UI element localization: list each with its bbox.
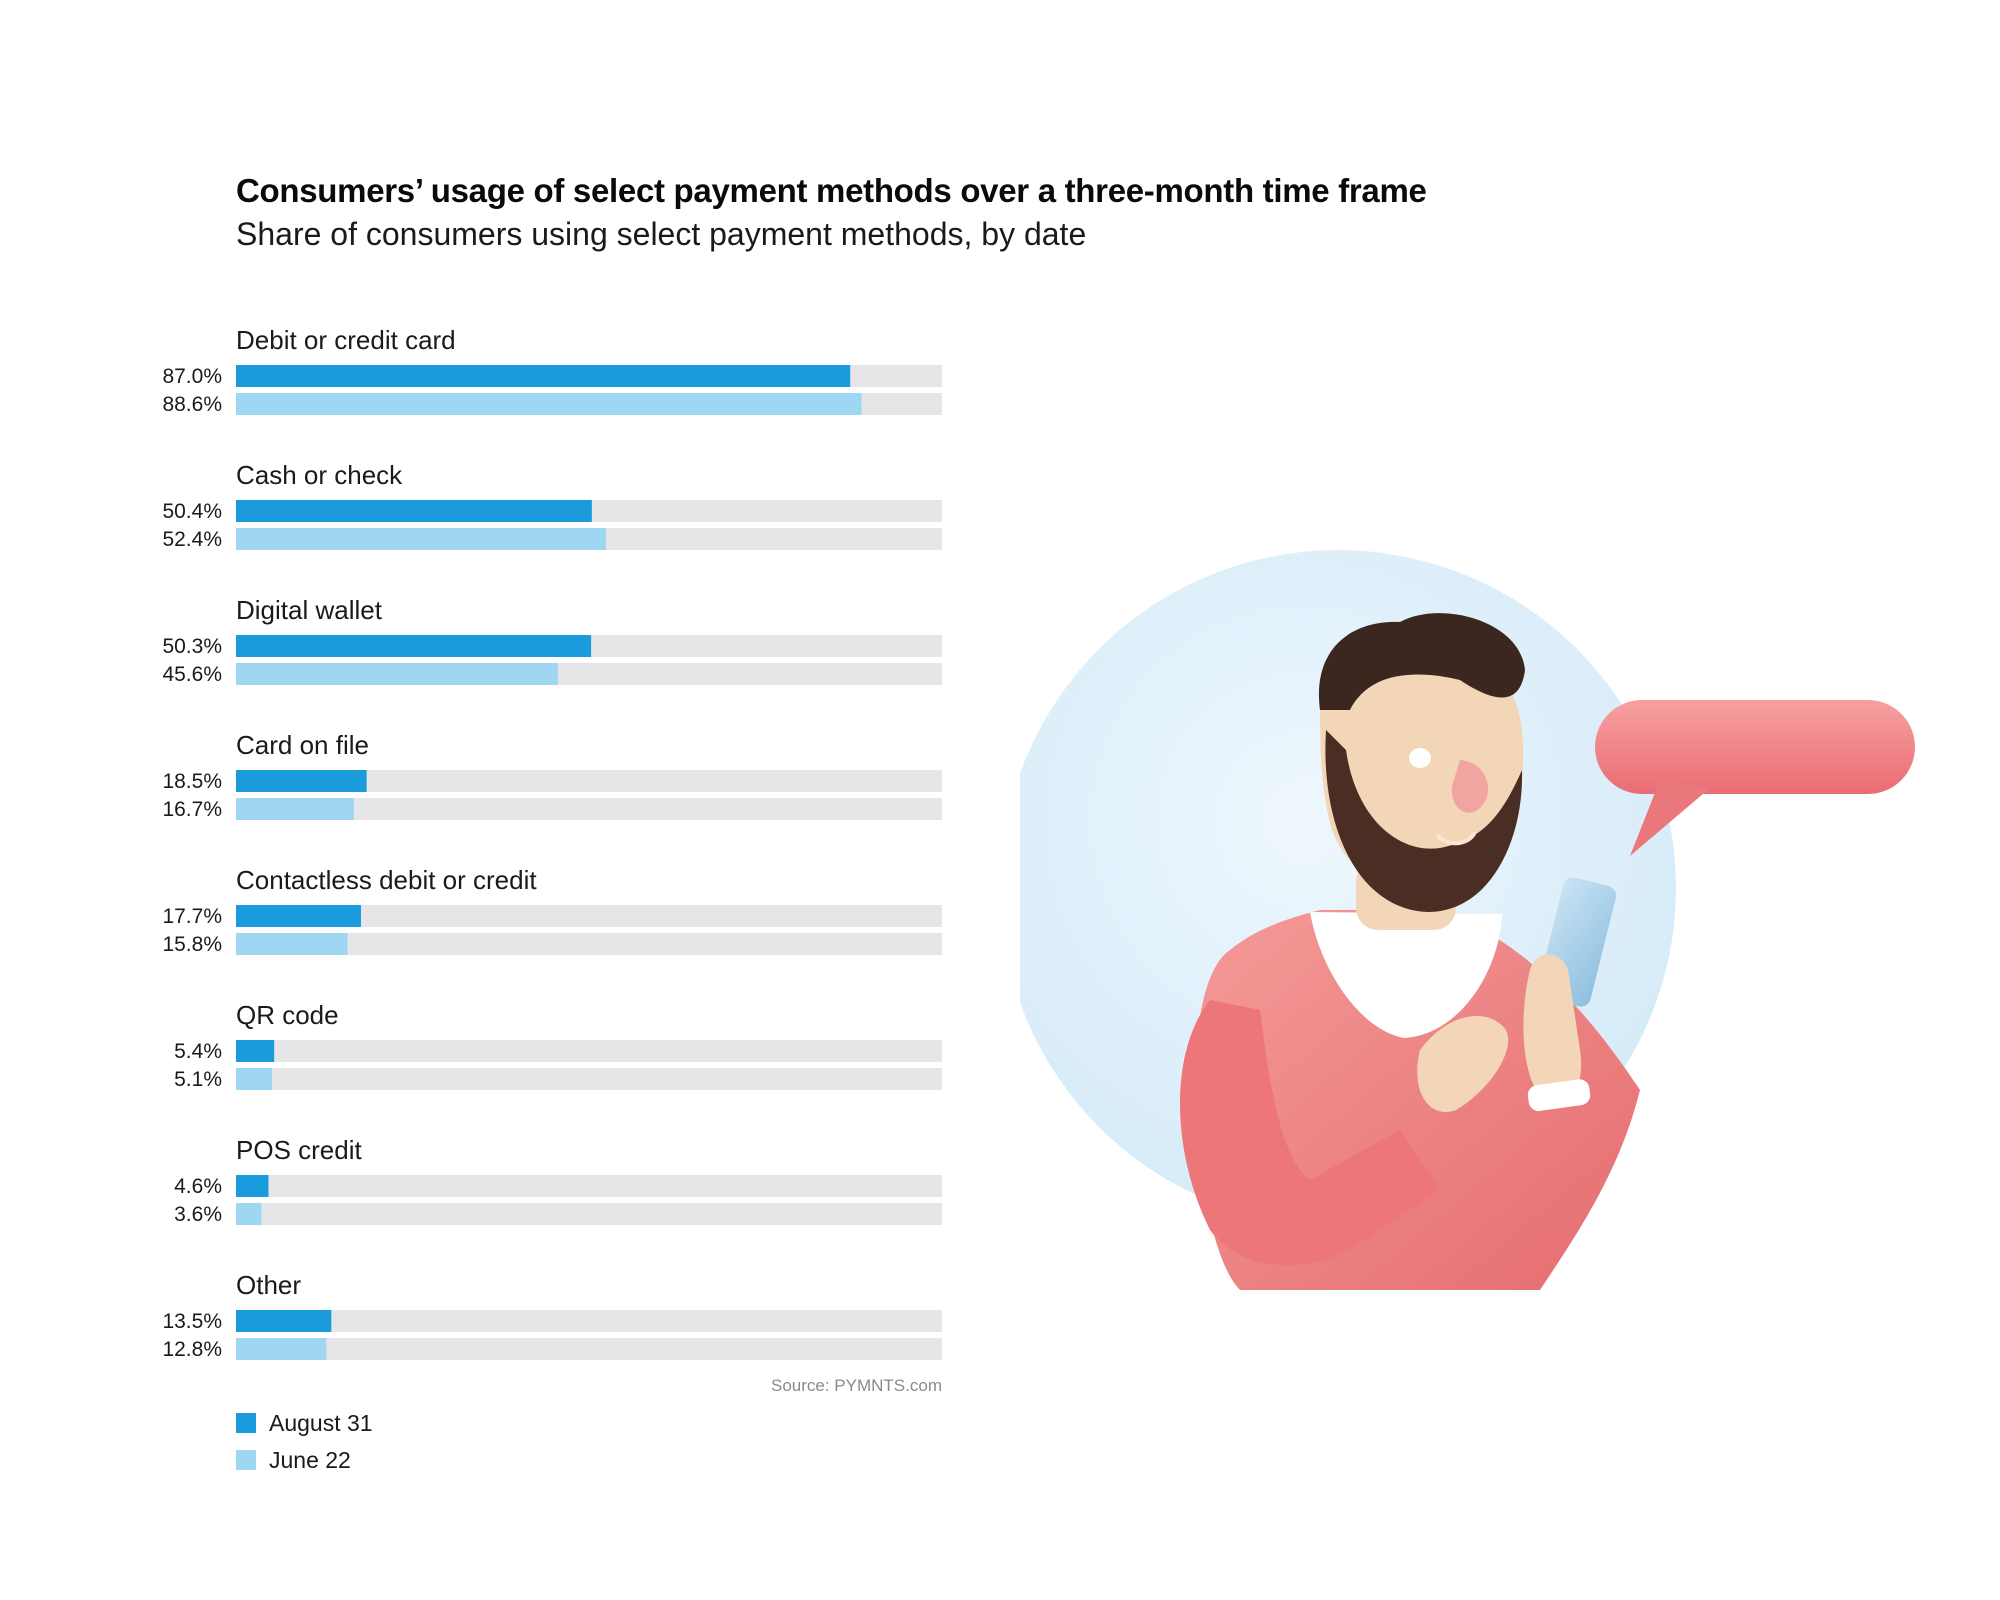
category-label: POS credit (236, 1135, 362, 1165)
chart-subtitle: Share of consumers using select payment … (236, 216, 1087, 252)
man-figure (1180, 613, 1640, 1290)
bar-june-22 (236, 663, 558, 685)
bar-track (236, 1338, 942, 1360)
man-with-smartphone-illustration (1020, 550, 1915, 1290)
value-label-june-22: 12.8% (162, 1338, 222, 1361)
mouth (1436, 832, 1476, 846)
bar-group-debit-or-credit-card: Debit or credit card 87.0% 88.6% (162, 325, 942, 416)
bar-june-22 (236, 1068, 273, 1090)
bar-june-22 (236, 393, 862, 415)
bar-track (236, 1068, 942, 1090)
bar-track (236, 933, 942, 955)
bar-track (236, 798, 942, 820)
bar-group-digital-wallet: Digital wallet 50.3% 45.6% (162, 595, 942, 686)
legend-label-august-31: August 31 (269, 1410, 373, 1436)
bar-august-31 (236, 1175, 269, 1197)
value-label-june-22: 5.1% (174, 1068, 222, 1091)
category-label: Other (236, 1270, 301, 1300)
legend-label-june-22: June 22 (269, 1447, 351, 1473)
value-label-august-31: 50.4% (162, 500, 222, 523)
hand-left (1417, 1016, 1509, 1112)
value-label-august-31: 18.5% (162, 770, 222, 793)
value-label-june-22: 15.8% (162, 933, 222, 956)
value-label-august-31: 87.0% (162, 365, 222, 388)
bar-group-qr-code: QR code 5.4% 5.1% (174, 1000, 942, 1091)
bar-august-31 (236, 770, 367, 792)
value-label-june-22: 16.7% (162, 798, 222, 821)
value-label-august-31: 13.5% (162, 1310, 222, 1333)
source-note: Source: PYMNTS.com (771, 1376, 942, 1395)
speech-bubble-tail (1630, 780, 1710, 856)
category-label: QR code (236, 1000, 339, 1030)
bar-group-pos-credit: POS credit 4.6% 3.6% (174, 1135, 942, 1226)
value-label-june-22: 88.6% (162, 393, 222, 416)
chart-title: Consumers’ usage of select payment metho… (236, 172, 1427, 209)
category-label: Digital wallet (236, 595, 383, 625)
hand-right (1523, 954, 1582, 1101)
bar-june-22 (236, 1203, 262, 1225)
value-label-august-31: 4.6% (174, 1175, 222, 1198)
value-label-june-22: 52.4% (162, 528, 222, 551)
bar-august-31 (236, 1310, 332, 1332)
arm-left (1180, 1000, 1440, 1266)
bar-track (236, 1203, 942, 1225)
bar-group-contactless-debit-or-credit: Contactless debit or credit 17.7% 15.8% (162, 865, 942, 956)
value-label-august-31: 50.3% (162, 635, 222, 658)
category-label: Card on file (236, 730, 369, 760)
legend-swatch-august-31 (236, 1413, 256, 1433)
value-label-august-31: 17.7% (162, 905, 222, 928)
bar-june-22 (236, 933, 348, 955)
bar-june-22 (236, 528, 606, 550)
value-label-june-22: 45.6% (162, 663, 222, 686)
category-label: Debit or credit card (236, 325, 456, 355)
bar-august-31 (236, 905, 361, 927)
bar-chart: Debit or credit card 87.0% 88.6% Cash or ch… (162, 325, 942, 1361)
category-label: Cash or check (236, 460, 403, 490)
bar-august-31 (236, 365, 851, 387)
bar-track (236, 1040, 942, 1062)
legend-swatch-june-22 (236, 1450, 256, 1470)
speech-bubble-pill (1595, 700, 1915, 794)
eye-white (1409, 748, 1431, 768)
value-label-august-31: 5.4% (174, 1040, 222, 1063)
value-label-june-22: 3.6% (174, 1203, 222, 1226)
bar-june-22 (236, 1338, 327, 1360)
nose (1451, 760, 1489, 813)
beard (1325, 730, 1523, 912)
cuff-right (1527, 1079, 1591, 1112)
speech-bubble (1595, 700, 1915, 856)
category-label: Contactless debit or credit (236, 865, 537, 895)
bar-group-card-on-file: Card on file 18.5% 16.7% (162, 730, 942, 821)
bar-track (236, 1175, 942, 1197)
shirt-collar (1310, 912, 1502, 1038)
bar-group-other: Other 13.5% 12.8% (162, 1270, 942, 1361)
bar-august-31 (236, 635, 592, 657)
bar-august-31 (236, 1040, 275, 1062)
bar-august-31 (236, 500, 592, 522)
bar-track (236, 905, 942, 927)
bar-track (236, 1310, 942, 1332)
hair (1318, 613, 1525, 710)
bar-june-22 (236, 798, 354, 820)
bar-group-cash-or-check: Cash or check 50.4% 52.4% (162, 460, 942, 551)
bar-track (236, 770, 942, 792)
